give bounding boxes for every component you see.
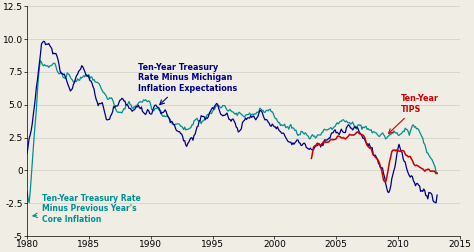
Text: Ten-Year Treasury
Rate Minus Michigan
Inflation Expectations: Ten-Year Treasury Rate Minus Michigan In…	[138, 63, 237, 105]
Text: Ten-Year Treasury Rate
Minus Previous Year's
Core Inflation: Ten-Year Treasury Rate Minus Previous Ye…	[33, 194, 141, 224]
Text: Ten-Year
TIPS: Ten-Year TIPS	[389, 94, 438, 134]
